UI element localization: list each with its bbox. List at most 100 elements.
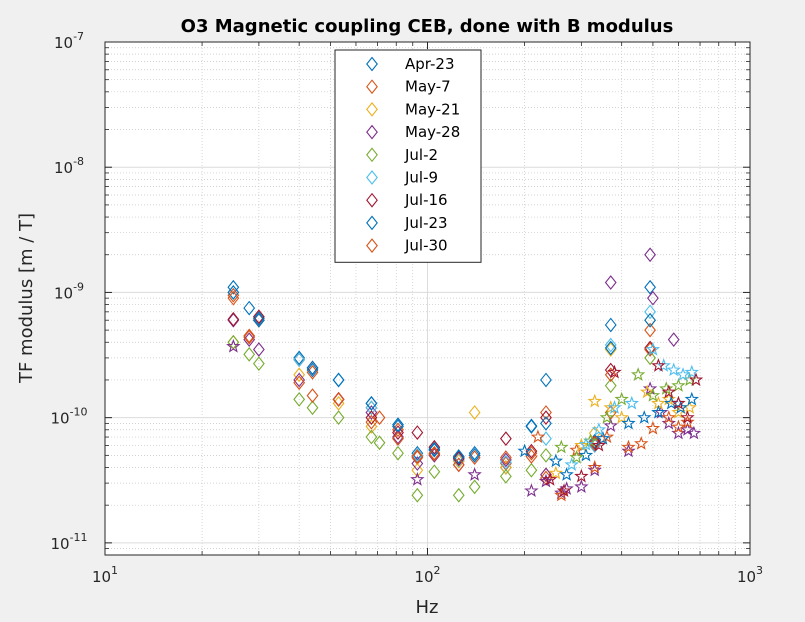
data-point-diamond [392, 431, 404, 447]
data-point-star [630, 367, 646, 381]
data-point-diamond [540, 410, 552, 426]
data-point-star [661, 384, 677, 399]
data-point-star [556, 483, 572, 498]
data-point-star [607, 400, 622, 414]
data-point-star [671, 404, 686, 419]
data-point-diamond [411, 456, 424, 471]
data-point-diamond [332, 372, 345, 388]
data-point-star [680, 410, 695, 424]
data-point-diamond [306, 360, 319, 376]
legend-marker [366, 124, 378, 140]
data-point-diamond [293, 352, 306, 368]
legend-marker [366, 79, 378, 95]
data-point-diamond [499, 452, 512, 468]
data-point-diamond [365, 414, 378, 430]
data-point-diamond [604, 317, 617, 333]
legend-marker [366, 215, 378, 231]
data-point-star [569, 449, 584, 464]
data-point-star [538, 473, 554, 488]
data-point-diamond [243, 332, 256, 347]
data-point-star [559, 467, 574, 481]
data-point-diamond [252, 312, 265, 328]
data-point-diamond [227, 279, 240, 295]
data-point-diamond [252, 356, 265, 372]
data-point-diamond [604, 337, 617, 353]
chart-title: O3 Magnetic coupling CEB, done with B mo… [181, 16, 674, 37]
data-point-diamond [604, 367, 617, 383]
data-point-diamond [252, 342, 265, 357]
data-point-star [645, 341, 661, 356]
data-point-star [603, 400, 618, 414]
data-point-diamond [452, 451, 465, 467]
data-point-diamond [332, 391, 345, 407]
data-point-star [621, 415, 636, 430]
data-point-star [661, 415, 677, 430]
y-tick-labels: 10-11 10-10 10-9 10-8 10-7 [50, 30, 87, 553]
data-point-star [666, 362, 681, 377]
data-point-star [599, 410, 615, 424]
data-point-diamond [411, 447, 424, 463]
data-point-diamond [411, 487, 424, 503]
grid [104, 42, 750, 556]
x-tick-labels: 101 102 103 [92, 564, 763, 586]
legend-marker [366, 170, 378, 185]
data-point-star [651, 358, 666, 372]
data-point-diamond [644, 312, 656, 328]
y-tick-label: 10-10 [50, 406, 87, 428]
data-point-diamond [392, 445, 404, 461]
data-point-diamond [644, 322, 656, 338]
data-point-diamond [365, 410, 378, 426]
data-point-diamond [468, 447, 481, 463]
data-point-diamond [293, 350, 306, 366]
legend-marker [366, 102, 378, 117]
data-point-star [554, 439, 569, 454]
data-point-diamond [252, 311, 265, 326]
data-point-star [467, 467, 482, 481]
data-point-star [607, 364, 622, 379]
data-point-diamond [644, 247, 656, 263]
data-point-diamond [243, 329, 256, 345]
data-point-diamond [243, 328, 256, 344]
data-point-diamond [392, 417, 404, 432]
data-point-star [688, 372, 704, 387]
data-point-star [587, 462, 602, 477]
data-point-star [675, 367, 691, 381]
legend-label: May-28 [405, 123, 460, 141]
data-points [226, 247, 704, 503]
legend: Apr-23 May-7 May-21 May-28 Jul-2 Jul-9 Jul-16 J… [334, 49, 482, 263]
data-point-diamond [468, 445, 481, 461]
data-point-star [639, 384, 655, 399]
x-tick-label: 102 [414, 564, 440, 586]
data-point-diamond [428, 439, 441, 455]
x-tick-label: 101 [92, 564, 118, 586]
y-tick-label: 10-7 [54, 30, 84, 52]
data-point-diamond [525, 418, 538, 434]
data-point-diamond [411, 462, 424, 478]
data-point-diamond [452, 450, 465, 465]
data-point-star [624, 395, 640, 410]
data-point-diamond [293, 372, 306, 388]
data-point-star [671, 378, 686, 392]
data-point-diamond [428, 446, 441, 462]
data-point-diamond [306, 362, 319, 378]
data-point-star [684, 391, 700, 406]
data-point-star [524, 483, 539, 498]
data-point-star [548, 453, 564, 468]
data-point-diamond [373, 435, 386, 451]
data-point-diamond [293, 391, 306, 407]
data-point-star [574, 437, 589, 452]
data-point-diamond [411, 425, 424, 440]
data-point-star [578, 436, 594, 451]
data-point-star [651, 404, 666, 419]
data-point-star [686, 425, 702, 440]
legend-label: May-7 [405, 78, 451, 96]
data-point-star [645, 420, 661, 435]
data-point-diamond [452, 449, 465, 464]
data-point-diamond [468, 405, 481, 420]
data-point-diamond [468, 479, 481, 495]
data-point-diamond [373, 410, 386, 426]
data-point-star [671, 419, 686, 434]
data-point-diamond [540, 467, 552, 483]
data-point-star [659, 381, 674, 395]
